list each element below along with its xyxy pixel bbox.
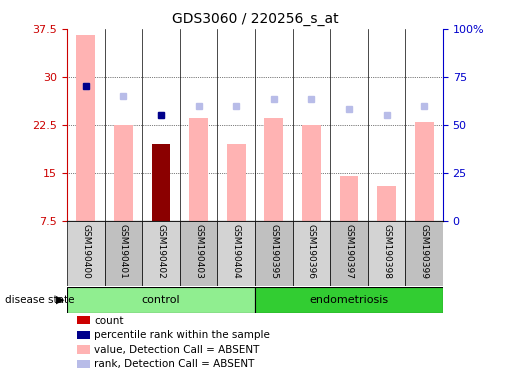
- Text: endometriosis: endometriosis: [310, 295, 388, 305]
- Text: rank, Detection Call = ABSENT: rank, Detection Call = ABSENT: [94, 359, 254, 369]
- Bar: [293, 221, 330, 286]
- Bar: [151, 144, 170, 221]
- Bar: [76, 35, 95, 221]
- Bar: [264, 118, 283, 221]
- Bar: [415, 122, 434, 221]
- Text: GSM190400: GSM190400: [81, 224, 90, 279]
- Bar: [405, 221, 443, 286]
- Text: GSM190401: GSM190401: [119, 224, 128, 279]
- Bar: [105, 221, 142, 286]
- Bar: [180, 221, 217, 286]
- Text: GSM190403: GSM190403: [194, 224, 203, 279]
- Text: GSM190398: GSM190398: [382, 224, 391, 279]
- Bar: [142, 221, 180, 286]
- Bar: [255, 221, 293, 286]
- Bar: [339, 176, 358, 221]
- Text: GSM190404: GSM190404: [232, 224, 241, 279]
- Title: GDS3060 / 220256_s_at: GDS3060 / 220256_s_at: [171, 12, 338, 26]
- Text: disease state: disease state: [5, 295, 75, 305]
- Text: ▶: ▶: [56, 295, 64, 305]
- Text: GSM190396: GSM190396: [307, 224, 316, 279]
- Bar: [217, 221, 255, 286]
- Bar: [255, 287, 443, 313]
- Text: GSM190397: GSM190397: [345, 224, 353, 279]
- Text: GSM190402: GSM190402: [157, 224, 165, 279]
- Bar: [302, 125, 321, 221]
- Bar: [67, 221, 105, 286]
- Text: percentile rank within the sample: percentile rank within the sample: [94, 330, 270, 340]
- Bar: [189, 118, 208, 221]
- Bar: [368, 221, 405, 286]
- Bar: [330, 221, 368, 286]
- Bar: [227, 144, 246, 221]
- Text: control: control: [142, 295, 180, 305]
- Bar: [67, 287, 255, 313]
- Bar: [114, 125, 133, 221]
- Bar: [377, 185, 396, 221]
- Text: count: count: [94, 316, 124, 326]
- Text: GSM190399: GSM190399: [420, 224, 428, 279]
- Text: value, Detection Call = ABSENT: value, Detection Call = ABSENT: [94, 345, 260, 355]
- Text: GSM190395: GSM190395: [269, 224, 278, 279]
